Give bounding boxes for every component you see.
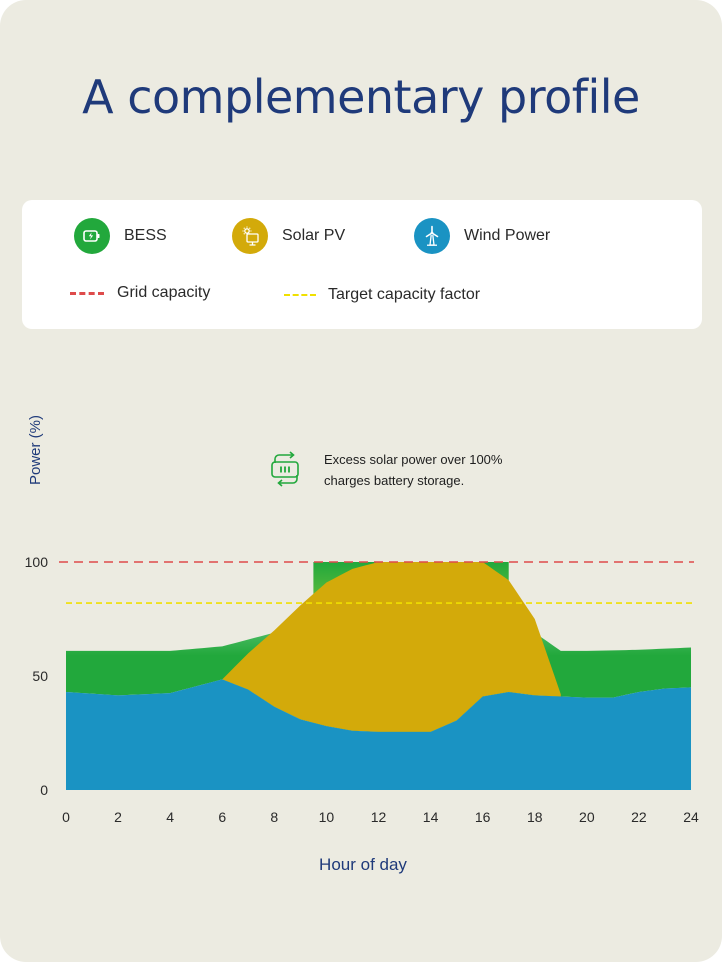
solar-panel-icon [232, 218, 268, 254]
excess-solar-callout: Excess solar power over 100% charges bat… [266, 449, 544, 491]
battery-icon [74, 218, 110, 254]
legend-panel: BESS Solar PV [22, 200, 702, 329]
wind-power-area [66, 679, 691, 790]
y-tick-label: 0 [40, 782, 48, 798]
legend-item-target: Target capacity factor [284, 286, 480, 304]
y-tick-label: 50 [32, 668, 48, 684]
legend-label-solar: Solar PV [282, 227, 346, 244]
x-axis-label: Hour of day [319, 855, 407, 874]
legend-label-grid: Grid capacity [117, 284, 211, 301]
wind-turbine-icon [414, 218, 450, 254]
legend-label-target: Target capacity factor [328, 286, 481, 303]
target-capacity-line-swatch [284, 294, 316, 296]
x-tick-label: 22 [631, 809, 647, 825]
x-tick-label: 0 [62, 809, 70, 825]
x-tick-label: 4 [166, 809, 174, 825]
legend-label-wind: Wind Power [464, 227, 551, 244]
x-tick-label: 6 [218, 809, 226, 825]
legend-item-bess: BESS [74, 218, 167, 254]
legend-item-grid: Grid capacity [70, 284, 210, 302]
x-tick-label: 8 [270, 809, 278, 825]
battery-charge-cycle-icon [271, 451, 299, 487]
legend-item-wind: Wind Power [414, 218, 550, 254]
legend-item-solar: Solar PV [232, 218, 345, 254]
x-tick-label: 24 [683, 809, 699, 825]
x-tick-label: 12 [371, 809, 387, 825]
x-tick-label: 14 [423, 809, 439, 825]
y-tick-label: 100 [25, 554, 49, 570]
callout-text-line1: Excess solar power over 100% [324, 452, 503, 467]
solar-pv-area [222, 562, 561, 732]
callout-text-line2: charges battery storage. [324, 473, 465, 488]
grid-capacity-line-swatch [70, 291, 104, 295]
x-tick-label: 20 [579, 809, 595, 825]
x-tick-label: 18 [527, 809, 543, 825]
legend-label-bess: BESS [124, 227, 167, 244]
page-title: A complementary profile [82, 70, 640, 124]
y-axis-label: Power (%) [27, 415, 44, 485]
x-tick-label: 10 [319, 809, 335, 825]
x-tick-label: 16 [475, 809, 491, 825]
x-tick-label: 2 [114, 809, 122, 825]
